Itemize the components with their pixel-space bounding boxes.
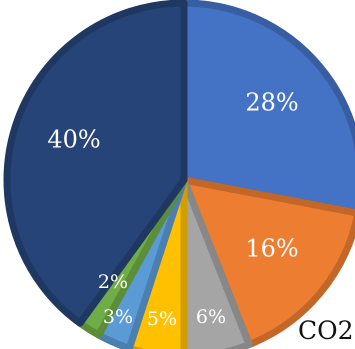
pie-slice-label-2: 16% <box>245 235 298 263</box>
pie-slices <box>3 0 355 349</box>
pie-slice-label-5: 3% <box>103 306 133 328</box>
pie-slice-7 <box>3 0 188 327</box>
pie-labels: 28% 16% 6% 5% 3% 2% 40% <box>47 89 298 331</box>
pie-slice-label-7: 40% <box>47 126 100 154</box>
pie-slice-1 <box>180 0 355 217</box>
pie-slice-label-6: 2% <box>98 271 128 293</box>
pie-slice-2 <box>180 176 355 349</box>
pie-slice-label-4: 5% <box>147 308 177 330</box>
chart-caption: CO2 <box>298 316 354 345</box>
pie-slice-label-3: 6% <box>196 306 226 328</box>
pie-slice-3 <box>180 176 253 349</box>
pie-slice-label-1: 28% <box>245 89 298 117</box>
